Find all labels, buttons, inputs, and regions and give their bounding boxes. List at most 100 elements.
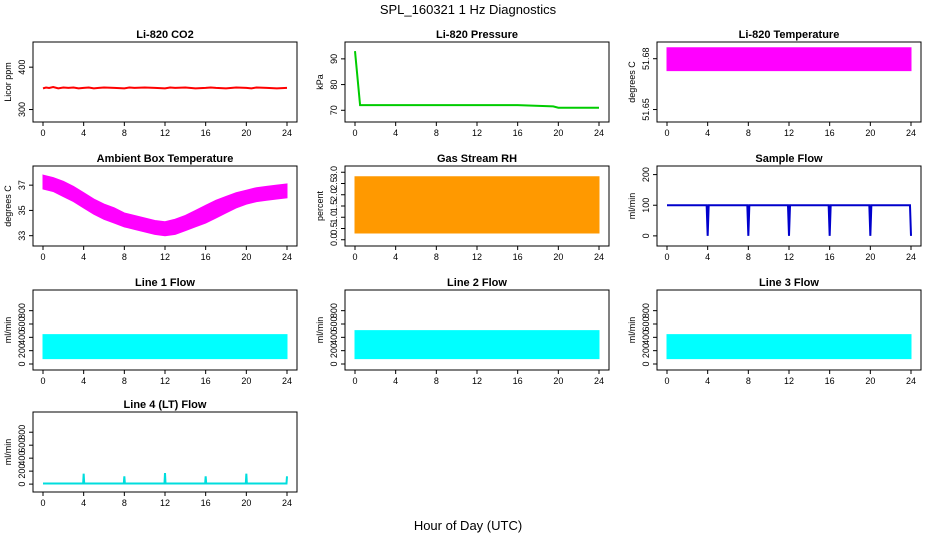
y-tick-label: 200	[17, 464, 27, 479]
y-tick-label: 2.0	[329, 188, 339, 201]
y-tick-label: 90	[329, 54, 339, 64]
series-line	[667, 204, 912, 236]
y-tick-label: 2.5	[329, 177, 339, 190]
panel-title: Sample Flow	[755, 153, 823, 165]
x-tick-label: 20	[553, 128, 563, 138]
x-tick-label: 12	[784, 376, 794, 386]
y-tick-label: 800	[17, 425, 27, 440]
x-tick-label: 20	[553, 252, 563, 262]
x-tick-label: 4	[81, 376, 86, 386]
y-tick-label: 600	[17, 438, 27, 453]
y-axis-label: ml/min	[3, 317, 13, 344]
x-tick-label: 20	[241, 376, 251, 386]
x-tick-label: 8	[122, 376, 127, 386]
y-tick-label: 600	[329, 316, 339, 331]
x-tick-label: 8	[434, 376, 439, 386]
panel-title: Gas Stream RH	[437, 153, 517, 165]
x-tick-label: 20	[865, 252, 875, 262]
panel-title: Line 2 Flow	[447, 277, 507, 289]
y-tick-label: 0	[641, 361, 651, 366]
y-tick-label: 200	[329, 343, 339, 358]
x-tick-label: 24	[282, 376, 292, 386]
panel-title: Ambient Box Temperature	[97, 153, 234, 165]
x-tick-label: 0	[664, 376, 669, 386]
y-tick-label: 400	[329, 330, 339, 345]
y-tick-label: 80	[329, 80, 339, 90]
y-axis-label: kPa	[315, 74, 325, 90]
y-tick-label: 70	[329, 105, 339, 115]
panel-line2: Line 2 Flow ml/min 0 4 8 12 16 20 24 0 20040060080…	[315, 277, 610, 386]
x-tick-label: 8	[434, 252, 439, 262]
x-tick-label: 0	[40, 498, 45, 508]
series-band	[666, 47, 912, 72]
y-tick-label: 1.0	[329, 211, 339, 224]
y-tick-label: 400	[641, 330, 651, 345]
x-tick-label: 20	[865, 128, 875, 138]
y-tick-label: 200	[17, 343, 27, 358]
x-tick-label: 20	[241, 252, 251, 262]
x-tick-label: 0	[664, 128, 669, 138]
series-line	[43, 473, 288, 485]
series-band	[42, 174, 288, 237]
x-tick-label: 16	[201, 376, 211, 386]
y-tick-label: 400	[17, 60, 27, 75]
x-tick-label: 12	[472, 252, 482, 262]
x-tick-label: 20	[241, 128, 251, 138]
x-tick-label: 16	[825, 376, 835, 386]
plot-frame	[344, 41, 610, 123]
x-tick-label: 0	[352, 376, 357, 386]
y-tick-label: 100	[641, 198, 651, 213]
panel-title: Line 3 Flow	[759, 277, 819, 289]
y-tick-label: 800	[17, 303, 27, 318]
x-tick-label: 16	[201, 128, 211, 138]
series-line	[42, 86, 288, 90]
x-tick-label: 20	[865, 376, 875, 386]
y-axis-label: ml/min	[627, 317, 637, 344]
x-tick-label: 24	[282, 252, 292, 262]
x-tick-label: 16	[825, 252, 835, 262]
y-axis-label: degrees C	[3, 185, 13, 227]
y-tick-label: 33	[17, 231, 27, 241]
x-tick-label: 16	[201, 498, 211, 508]
page-title: SPL_160321 1 Hz Diagnostics	[379, 2, 557, 17]
x-tick-label: 20	[553, 376, 563, 386]
x-tick-label: 4	[81, 252, 86, 262]
x-tick-label: 8	[746, 128, 751, 138]
series-band	[354, 176, 600, 234]
y-tick-label: 800	[641, 303, 651, 318]
y-axis-label: Licor ppm	[3, 62, 13, 102]
y-tick-label: 51.65	[641, 98, 651, 121]
panel-line4: Line 4 (LT) Flow ml/min 0 4 8 12 16 20 24 0 200400…	[3, 399, 298, 508]
x-tick-label: 24	[594, 252, 604, 262]
y-tick-label: 0.5	[329, 222, 339, 235]
panel-title: Li-820 Temperature	[739, 29, 840, 41]
x-tick-label: 24	[906, 376, 916, 386]
plot-frame	[32, 41, 298, 123]
y-tick-label: 0.0	[329, 233, 339, 246]
x-tick-label: 0	[40, 128, 45, 138]
y-tick-label: 800	[329, 303, 339, 318]
x-tick-label: 12	[160, 128, 170, 138]
x-tick-label: 16	[513, 376, 523, 386]
x-tick-label: 24	[906, 128, 916, 138]
x-tick-label: 4	[393, 376, 398, 386]
x-tick-label: 8	[434, 128, 439, 138]
x-tick-label: 16	[201, 252, 211, 262]
panel-box_temp: Ambient Box Temperature degrees C 0 4 8 12 16 2…	[3, 153, 298, 262]
y-tick-label: 0	[17, 361, 27, 366]
panel-sample_flow: Sample Flow ml/min 0 4 8 12 16 20 24 0 100 200	[627, 153, 922, 262]
x-tick-label: 12	[472, 128, 482, 138]
series-line	[354, 51, 599, 109]
panel-licor_temp: Li-820 Temperature degrees C 0 4 8 12 16 20 24 51…	[627, 29, 922, 138]
y-axis-label: degrees C	[627, 61, 637, 103]
x-tick-label: 16	[513, 252, 523, 262]
x-tick-label: 20	[241, 498, 251, 508]
y-tick-label: 200	[641, 167, 651, 182]
y-tick-label: 300	[17, 102, 27, 117]
x-tick-label: 0	[352, 252, 357, 262]
panel-title: Li-820 Pressure	[436, 29, 518, 41]
x-tick-label: 16	[513, 128, 523, 138]
y-tick-label: 51.68	[641, 47, 651, 70]
panel-line1: Line 1 Flow ml/min 0 4 8 12 16 20 24 0 20040060080…	[3, 277, 298, 386]
